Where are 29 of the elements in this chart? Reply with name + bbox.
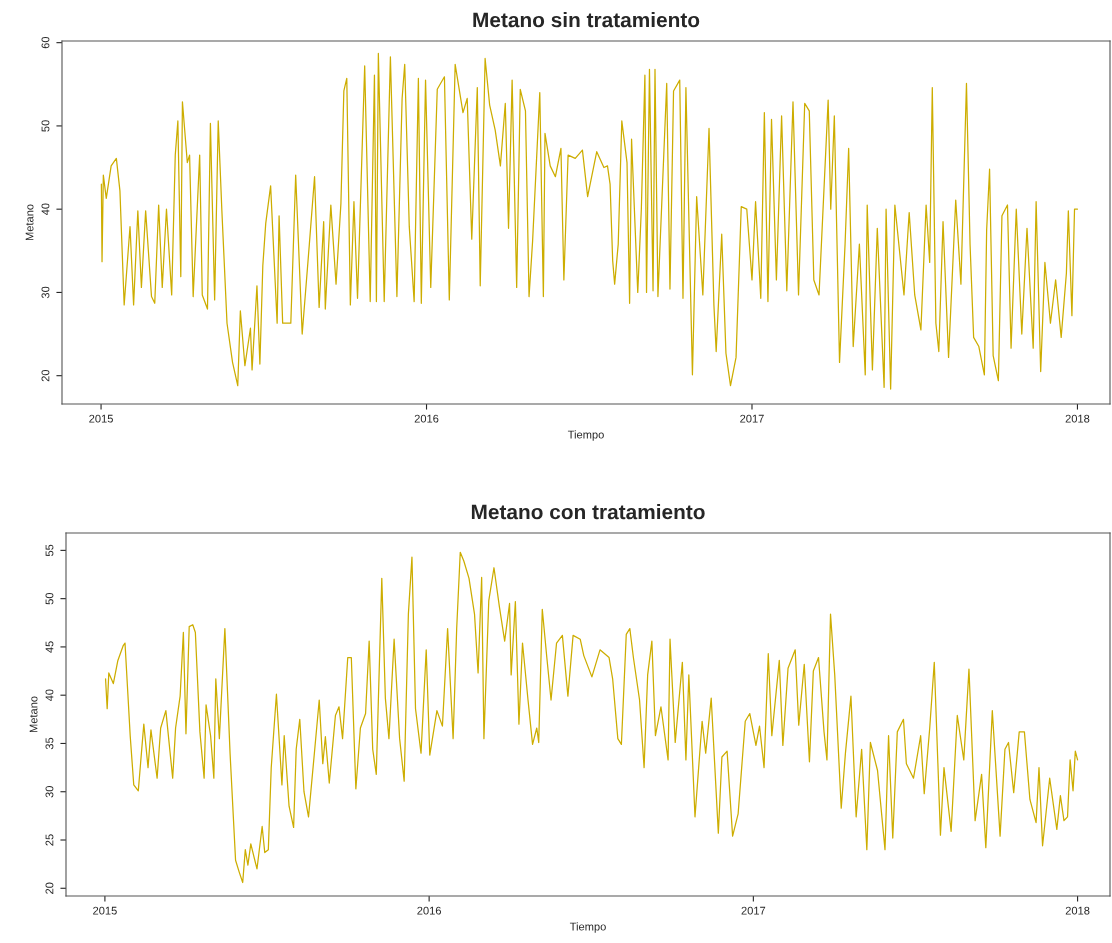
line-series bbox=[104, 551, 1079, 884]
y-axis-title: Metano bbox=[29, 696, 38, 733]
y-tick-label: 25 bbox=[45, 834, 54, 846]
y-tick-label: 40 bbox=[41, 203, 50, 216]
x-tick-label: 2018 bbox=[1065, 906, 1090, 915]
y-tick-label: 55 bbox=[45, 544, 54, 557]
y-tick-label: 20 bbox=[41, 369, 50, 382]
x-tick-label: 2017 bbox=[741, 906, 766, 915]
chart-title: Metano con tratamiento bbox=[471, 504, 705, 520]
x-axis-title: Tiempo bbox=[567, 430, 604, 441]
chart-title: Metano sin tratamiento bbox=[473, 12, 700, 28]
y-tick-label: 30 bbox=[45, 785, 54, 798]
y-tick-label: 30 bbox=[41, 286, 50, 299]
x-tick-label: 2018 bbox=[1065, 414, 1090, 423]
x-tick-label: 2016 bbox=[414, 414, 439, 423]
y-axis-title: Metano bbox=[25, 204, 34, 241]
x-tick-label: 2015 bbox=[89, 414, 113, 423]
x-axis-title: Tiempo bbox=[569, 922, 606, 933]
y-tick-label: 50 bbox=[45, 592, 54, 605]
x-tick-label: 2016 bbox=[417, 906, 441, 915]
x-tick-label: 2017 bbox=[740, 414, 764, 423]
y-tick-label: 45 bbox=[45, 641, 54, 653]
line-series bbox=[100, 52, 1079, 390]
y-tick-label: 20 bbox=[45, 882, 54, 894]
y-tick-label: 40 bbox=[45, 689, 54, 702]
y-tick-label: 60 bbox=[41, 36, 50, 49]
y-tick-label: 35 bbox=[45, 737, 54, 750]
x-tick-label: 2015 bbox=[93, 906, 117, 915]
y-tick-label: 50 bbox=[41, 120, 50, 132]
